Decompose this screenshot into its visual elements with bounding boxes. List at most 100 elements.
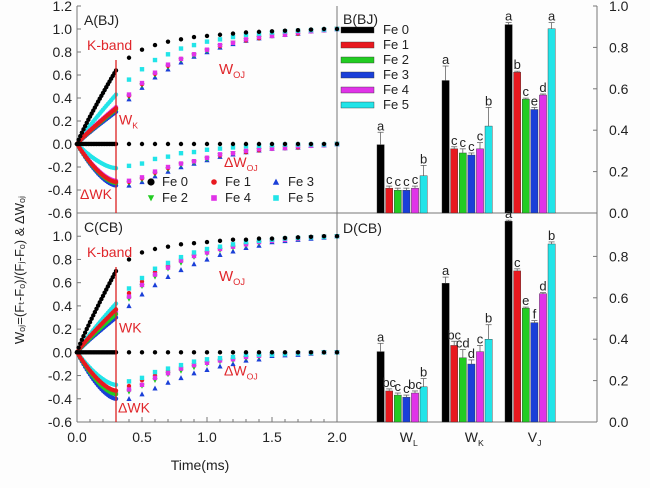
woj-point (126, 286, 132, 291)
bar (547, 243, 556, 423)
dwoj-point (139, 391, 145, 397)
significance-letter: a (442, 52, 450, 67)
woj-point (204, 250, 210, 255)
woj-point (165, 244, 171, 249)
significance-letter: a (548, 9, 556, 24)
dwoj-point (139, 382, 145, 388)
significance-letter: a (377, 329, 385, 344)
dwoj-point (165, 371, 171, 376)
legend-label: Fe 2 (162, 190, 188, 205)
woj-point (126, 294, 132, 299)
category-label: WL (400, 429, 418, 448)
woj-point (126, 303, 132, 309)
legend-label: Fe 1 (225, 174, 251, 189)
dwoj-point (334, 350, 340, 355)
panel-title: A(BJ) (84, 12, 119, 28)
y-axis-title: Wₒⱼ=(Fₜ-Fₒ)/(Fⱼ-Fₒ) & ΔWₒⱼ (12, 196, 27, 344)
dwoj-point (217, 363, 223, 369)
right-y-tick-label: 0.8 (609, 248, 629, 264)
dwoj-point (178, 375, 184, 381)
dwoj-point (204, 360, 210, 365)
woj-point (165, 62, 171, 67)
bar (385, 390, 394, 423)
dwoj-point (152, 375, 158, 381)
wk-point (82, 330, 88, 335)
dwoj-point (295, 141, 301, 147)
dwoj-point (191, 362, 197, 368)
right-y-tick-label: 0.4 (609, 331, 629, 347)
category-label: WK (465, 429, 484, 448)
dwoj-point (139, 161, 145, 166)
woj-point (139, 291, 145, 297)
wk-point (92, 309, 98, 315)
dwoj-point (243, 141, 249, 147)
dwoj-point (126, 387, 132, 392)
right-y-tick-label: 1.0 (609, 0, 629, 14)
y-tick-label: -0.6 (48, 414, 72, 430)
dwoj-point (204, 147, 210, 152)
significance-letter: b (485, 311, 492, 326)
woj-point (269, 236, 275, 241)
legend-label: Fe 4 (225, 190, 251, 205)
woj-point (152, 57, 158, 63)
dwoj-point (204, 357, 210, 362)
dwoj-point (139, 375, 145, 381)
wk-label: WK (119, 111, 138, 130)
x-tick-label: 2.0 (327, 429, 347, 445)
dwoj-point (230, 151, 236, 156)
woj-point (165, 260, 171, 266)
woj-point (230, 237, 236, 242)
significance-letter: a (505, 9, 513, 24)
significance-letter: b (548, 228, 555, 243)
significance-letter: c (395, 174, 402, 189)
panel-title: D(CB) (343, 220, 382, 236)
dwoj-point (295, 350, 301, 355)
bar (484, 339, 493, 423)
woj-point (217, 42, 223, 48)
bar (467, 154, 476, 214)
dwoj-point (165, 141, 171, 147)
woj-point (126, 55, 132, 60)
dwoj-point (126, 141, 132, 147)
bar (547, 28, 556, 214)
bar (376, 144, 385, 214)
bar (476, 148, 484, 214)
bar (441, 283, 450, 423)
dwoj-point (191, 159, 197, 164)
woj-point (282, 28, 288, 33)
bar (441, 80, 450, 214)
legend-label: Fe 4 (383, 82, 409, 97)
x-tick-label: 0.5 (132, 429, 152, 445)
dwoj-point (191, 359, 197, 364)
woj-point (191, 253, 197, 259)
woj-point (139, 47, 145, 52)
y-tick-label: 0.2 (53, 321, 73, 337)
woj-point (126, 92, 132, 97)
woj-point (282, 235, 288, 241)
k-band-label: K-band (87, 244, 132, 260)
woj-point (204, 39, 210, 44)
woj-point (152, 282, 158, 288)
wk-point (78, 341, 83, 346)
legend-label: Fe 3 (288, 174, 314, 189)
panel-title: C(CB) (84, 219, 123, 235)
woj-point (178, 242, 184, 247)
y-tick-label: 1.0 (53, 21, 73, 37)
woj-point (321, 234, 327, 239)
x-axis-title: Time(ms) (171, 457, 230, 473)
legend-marker (211, 195, 217, 201)
woj-point (178, 37, 184, 42)
significance-letter: bc (447, 327, 461, 342)
dwoj-point (165, 379, 171, 385)
dwoj-point (217, 358, 223, 363)
dwoj-label: ΔWOJ (224, 363, 258, 382)
dwoj-point (191, 141, 197, 147)
dwoj-point (282, 145, 288, 151)
y-tick-label: 0.6 (53, 275, 73, 291)
woj-point (139, 275, 145, 281)
woj-point (165, 274, 171, 280)
legend-label: Fe 1 (383, 37, 409, 52)
woj-point (152, 272, 158, 277)
woj-point (217, 238, 223, 244)
significance-letter: c (523, 84, 530, 99)
